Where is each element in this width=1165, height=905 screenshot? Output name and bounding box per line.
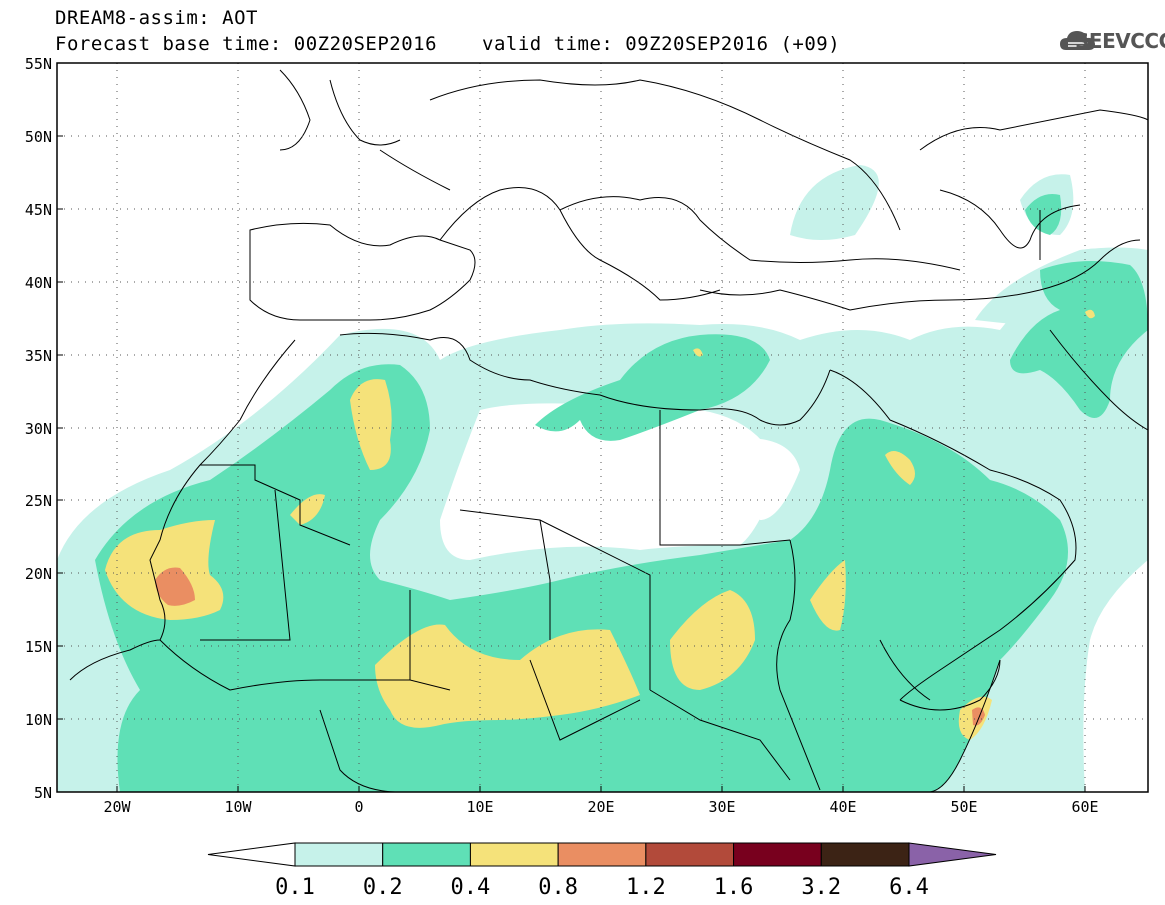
lon-label: 30E — [708, 798, 735, 816]
colorbar-bin — [469, 842, 559, 867]
lon-label: 10E — [466, 798, 493, 816]
colorbar-bin — [294, 842, 384, 867]
lat-label: 45N — [25, 201, 52, 219]
lon-label: 10W — [224, 798, 252, 816]
colorbar-bin — [820, 842, 910, 867]
aot-level-0-8 — [155, 567, 985, 726]
colorbar-label: 0.4 — [451, 875, 491, 900]
lat-label: 15N — [25, 638, 52, 656]
longitude-labels: 20W 10W 0 10E 20E 30E 40E 50E 60E — [103, 798, 1098, 816]
latitude-labels: 55N 50N 45N 40N 35N 30N 25N 20N 15N 10N … — [25, 55, 52, 802]
map-title: DREAM8-assim: AOT — [55, 7, 258, 29]
colorbar-label: 1.2 — [626, 875, 666, 900]
lat-label: 40N — [25, 274, 52, 292]
colorbar-bin — [733, 842, 822, 867]
colorbar-label: 0.2 — [363, 875, 403, 900]
lon-label: 20E — [587, 798, 614, 816]
colorbar-bin — [557, 842, 647, 867]
colorbar-label: 0.1 — [275, 875, 315, 900]
colorbar-bin — [382, 842, 471, 867]
colorbar-high-arrow — [908, 842, 997, 867]
lat-label: 50N — [25, 128, 52, 146]
lon-label: 0 — [354, 798, 363, 816]
lon-label: 50E — [950, 798, 977, 816]
lat-label: 55N — [25, 55, 52, 73]
lat-label: 20N — [25, 565, 52, 583]
aot-level-0-2 — [95, 194, 1148, 792]
lon-label: 60E — [1071, 798, 1098, 816]
colorbar-label: 1.6 — [714, 875, 754, 900]
lat-label: 5N — [34, 784, 52, 802]
lon-label: 40E — [829, 798, 856, 816]
lat-label: 10N — [25, 711, 52, 729]
lat-label: 35N — [25, 347, 52, 365]
colorbar-bin — [645, 842, 735, 867]
colorbar-label: 0.8 — [538, 875, 578, 900]
axis-ticks — [57, 62, 1086, 792]
colorbar-label: 6.4 — [889, 875, 929, 900]
logo-text: SEEVCCC — [1075, 29, 1165, 53]
valid-time: valid time: 09Z20SEP2016 (+09) — [482, 33, 841, 55]
forecast-base-time: Forecast base time: 00Z20SEP2016 — [55, 33, 438, 55]
colorbar-label: 3.2 — [801, 875, 841, 900]
colorbar: 0.1 0.2 0.4 0.8 1.2 1.6 3.2 6.4 — [207, 842, 997, 900]
country-borders — [69, 69, 1148, 792]
aot-clear-areas — [440, 403, 800, 560]
lat-label: 30N — [25, 420, 52, 438]
aot-fields — [57, 165, 1148, 792]
cloud-logo-icon — [1060, 31, 1095, 50]
lon-label: 20W — [103, 798, 131, 816]
colorbar-low-arrow — [207, 842, 296, 867]
aot-level-0-4 — [105, 309, 1095, 740]
lat-label: 25N — [25, 492, 52, 510]
gridlines — [57, 63, 1148, 792]
